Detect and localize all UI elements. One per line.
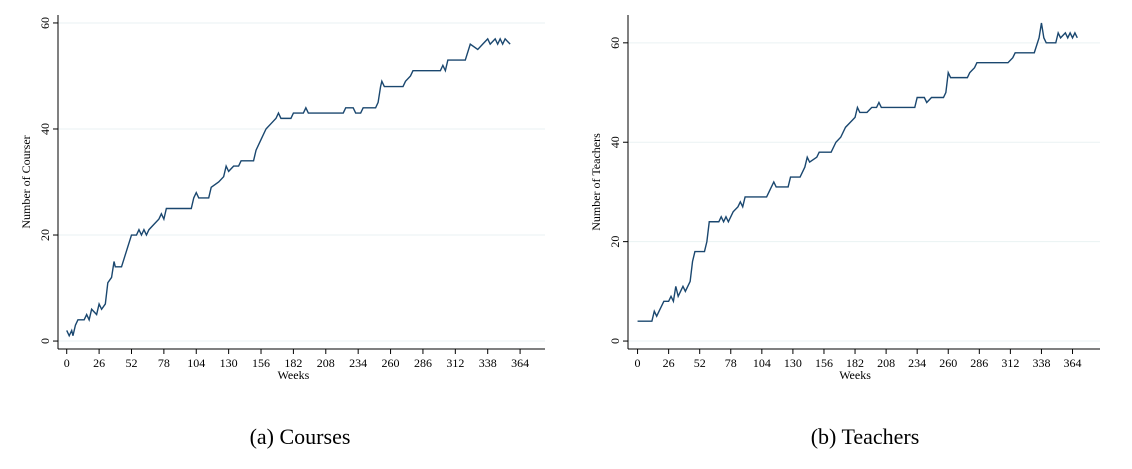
x-tick-label: 312 bbox=[1001, 356, 1019, 370]
x-tick-label: 52 bbox=[125, 356, 137, 370]
y-tick-label: 40 bbox=[608, 136, 622, 148]
x-tick-label: 156 bbox=[815, 356, 833, 370]
x-axis-label: Weeks bbox=[839, 368, 871, 382]
x-tick-label: 286 bbox=[414, 356, 432, 370]
x-tick-label: 0 bbox=[635, 356, 641, 370]
x-tick-label: 0 bbox=[64, 356, 70, 370]
x-tick-label: 52 bbox=[694, 356, 706, 370]
y-tick-label: 60 bbox=[608, 37, 622, 49]
x-tick-label: 78 bbox=[725, 356, 737, 370]
x-tick-label: 156 bbox=[252, 356, 270, 370]
caption: (b) Teachers bbox=[811, 424, 920, 449]
y-tick-label: 20 bbox=[38, 229, 52, 241]
x-tick-label: 338 bbox=[479, 356, 497, 370]
x-tick-label: 208 bbox=[877, 356, 895, 370]
y-tick-label: 40 bbox=[38, 123, 52, 135]
x-tick-label: 312 bbox=[446, 356, 464, 370]
y-axis-label: Number of Courser bbox=[19, 135, 33, 228]
line bbox=[66, 37, 511, 338]
x-tick-label: 104 bbox=[187, 356, 205, 370]
x-tick-label: 234 bbox=[349, 356, 367, 370]
x-tick-label: 182 bbox=[284, 356, 302, 370]
x-tick-label: 338 bbox=[1032, 356, 1050, 370]
x-tick-label: 130 bbox=[220, 356, 238, 370]
y-tick-label: 0 bbox=[608, 338, 622, 344]
x-axis-label: Weeks bbox=[278, 368, 310, 382]
x-tick-label: 26 bbox=[93, 356, 105, 370]
x-tick-label: 26 bbox=[663, 356, 675, 370]
x-tick-label: 234 bbox=[908, 356, 926, 370]
x-tick-label: 260 bbox=[939, 356, 957, 370]
x-tick-label: 78 bbox=[158, 356, 170, 370]
y-tick-label: 0 bbox=[38, 338, 52, 344]
x-tick-label: 130 bbox=[784, 356, 802, 370]
x-tick-label: 364 bbox=[1064, 356, 1082, 370]
caption: (a) Courses bbox=[250, 424, 351, 449]
x-tick-label: 364 bbox=[511, 356, 529, 370]
y-tick-label: 60 bbox=[38, 17, 52, 29]
x-tick-label: 260 bbox=[382, 356, 400, 370]
y-tick-label: 20 bbox=[608, 236, 622, 248]
x-tick-label: 104 bbox=[753, 356, 771, 370]
line bbox=[637, 22, 1078, 322]
x-tick-label: 286 bbox=[970, 356, 988, 370]
y-axis-label: Number of Teachers bbox=[589, 133, 603, 231]
x-tick-label: 208 bbox=[317, 356, 335, 370]
x-tick-label: 182 bbox=[846, 356, 864, 370]
